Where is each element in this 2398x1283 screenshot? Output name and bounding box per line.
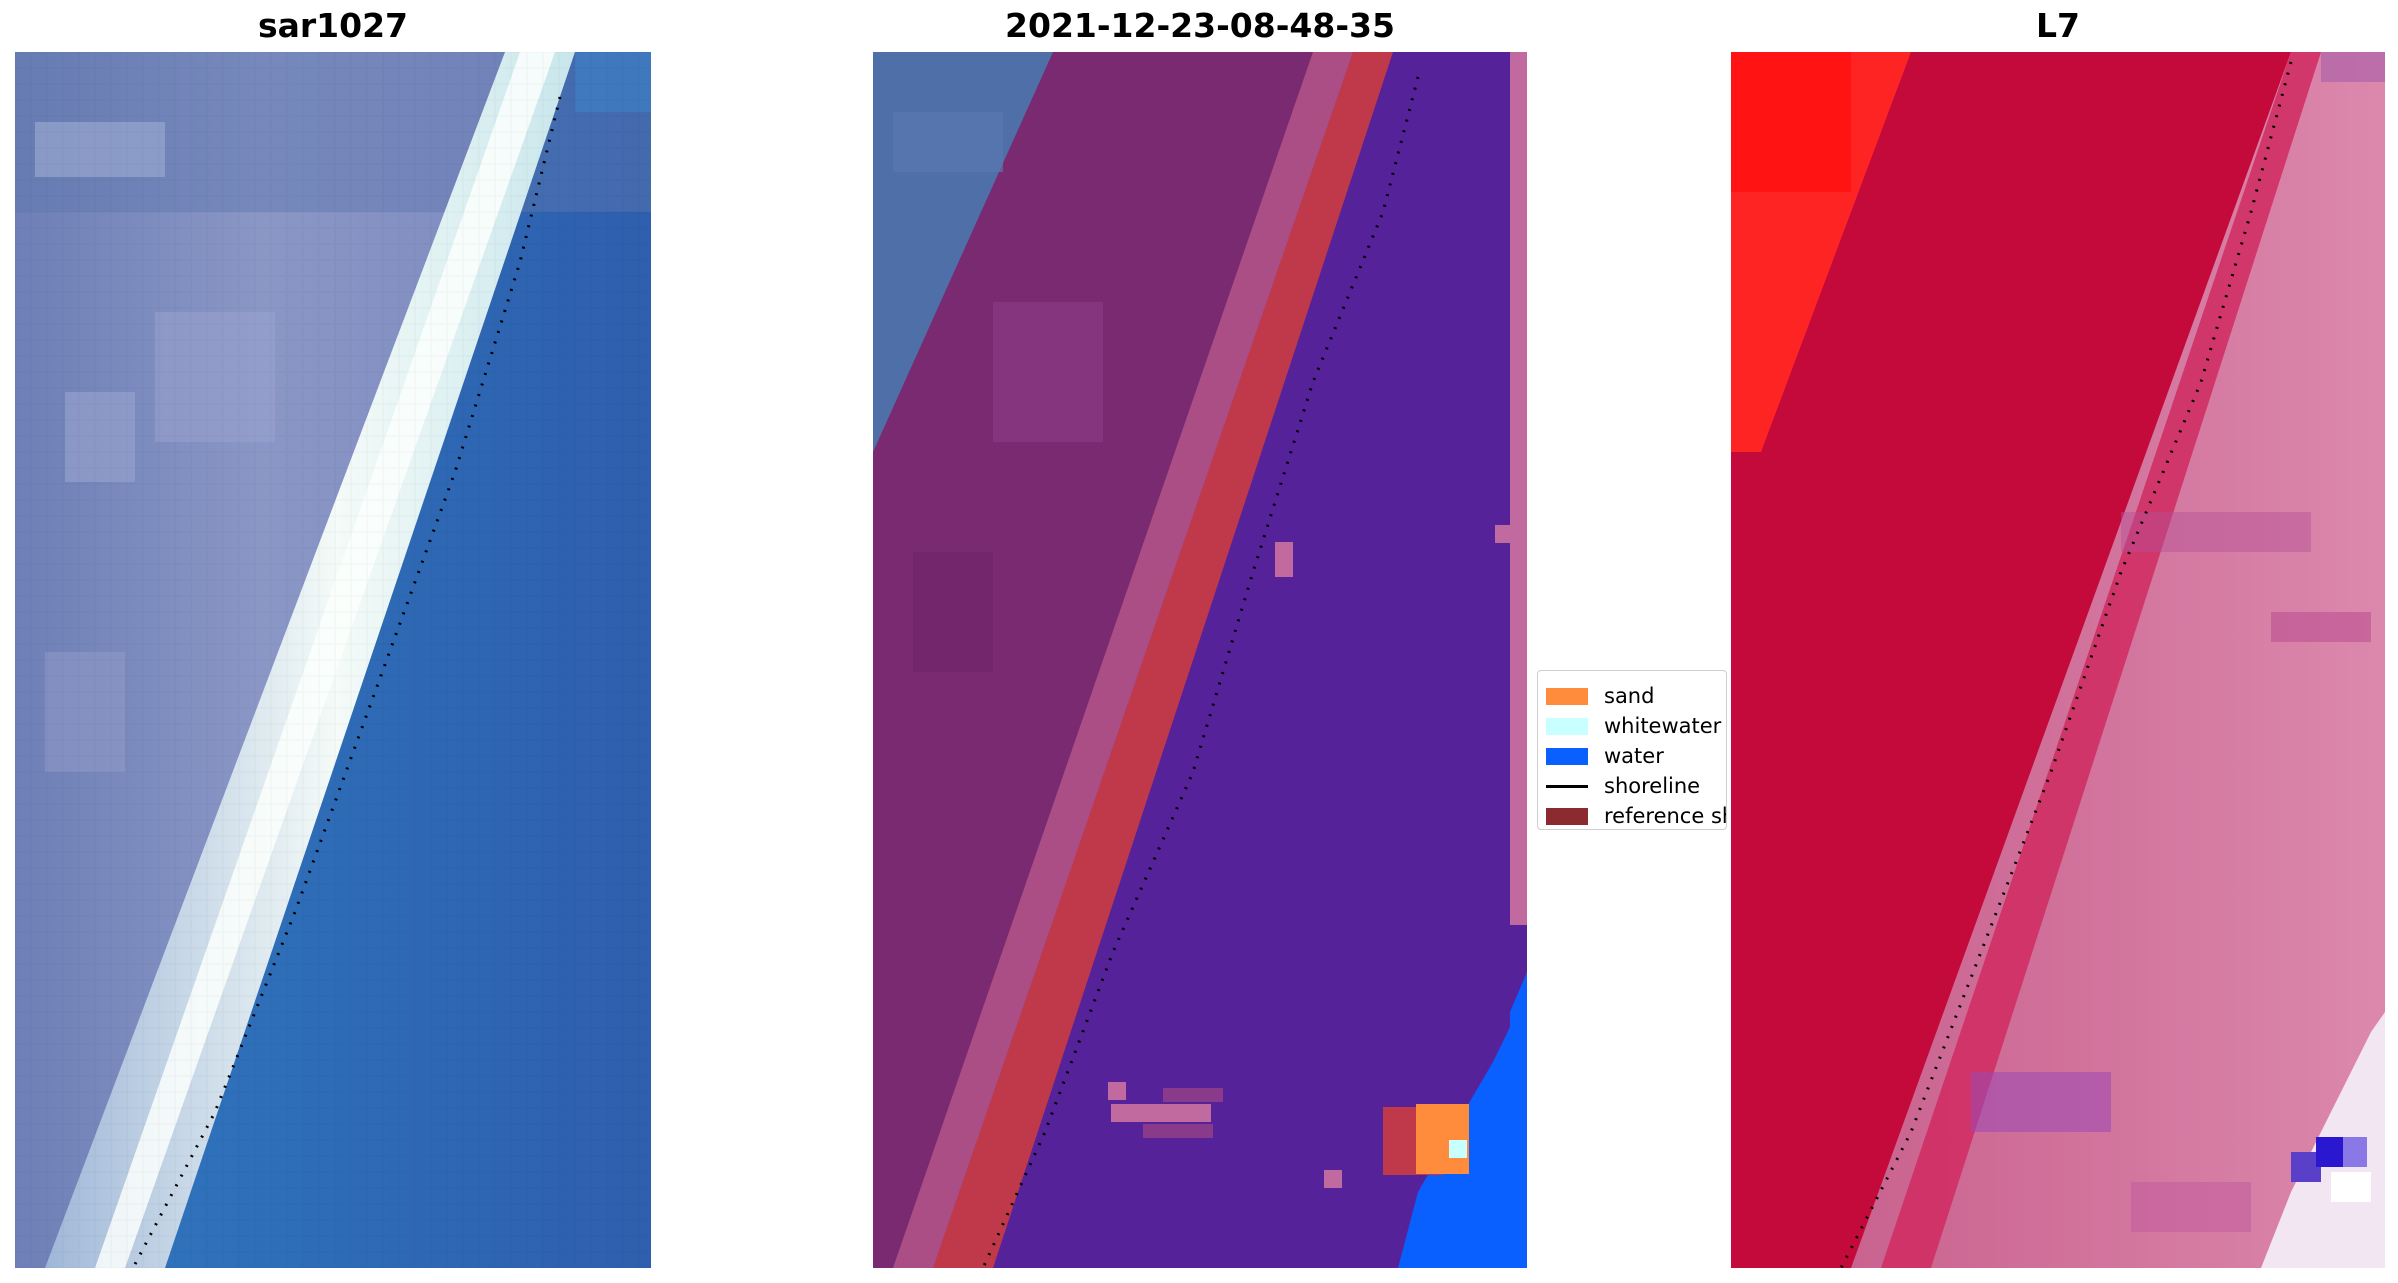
right-edge-strip: [1510, 52, 1527, 925]
legend-item-shoreline: shoreline: [1546, 773, 1700, 799]
index-image: [1731, 52, 2385, 1268]
legend-label-water: water: [1604, 744, 1664, 768]
panel-title-rgb: sar1027: [257, 6, 409, 45]
legend-item-water: water: [1546, 743, 1664, 769]
legend-item-whitewater: whitewater: [1546, 713, 1721, 739]
legend-item-sand: sand: [1546, 683, 1654, 709]
sand-class-patch: [1416, 1104, 1469, 1174]
legend: sand whitewater water shoreline referenc…: [1537, 670, 1727, 830]
legend-label-reference-shoreline: reference sh: [1604, 804, 1727, 828]
land-region: [1731, 52, 2291, 1268]
rgb-image-panel: [15, 52, 651, 1268]
sand-edge-band: [933, 52, 1393, 1268]
sand-swatch: [1546, 687, 1588, 705]
classified-image-panel: [873, 52, 1527, 1268]
legend-item-reference-shoreline: reference sh: [1546, 803, 1727, 829]
rgb-image: [15, 52, 651, 1268]
whitewater-swatch: [1546, 717, 1588, 735]
panel-title-ndwi: L7: [2036, 6, 2080, 45]
panel-title-classified: 2021-12-23-08-48-35: [1005, 6, 1395, 45]
legend-label-shoreline: shoreline: [1604, 774, 1701, 798]
pink-patch: [1111, 1104, 1211, 1122]
shoreline-swatch: [1546, 784, 1588, 788]
whitewater-class-patch: [1449, 1140, 1467, 1158]
index-image-panel: [1731, 52, 2385, 1268]
reference-shoreline-swatch: [1546, 807, 1588, 825]
classified-image: [873, 52, 1527, 1268]
legend-label-whitewater: whitewater: [1604, 714, 1722, 738]
water-swatch: [1546, 747, 1588, 765]
legend-label-sand: sand: [1604, 684, 1655, 708]
